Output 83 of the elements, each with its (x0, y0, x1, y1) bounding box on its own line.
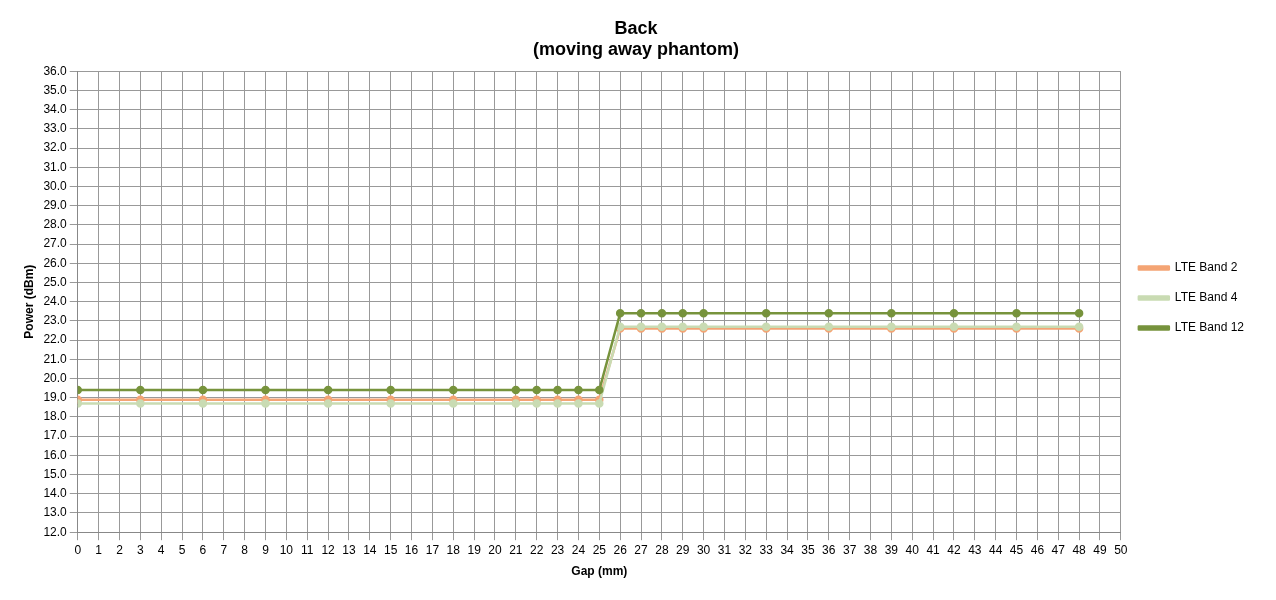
x-tick-label: 50 (1114, 542, 1128, 557)
y-tick-label: 31.0 (43, 159, 68, 174)
y-tick-label: 36.0 (43, 63, 68, 78)
x-tick-label: 20 (488, 542, 502, 557)
x-tick-label: 45 (1009, 542, 1024, 557)
y-tick-label: 19.0 (43, 390, 68, 405)
legend-label: LTE Band 2 (1174, 260, 1238, 275)
x-tick-label: 34 (780, 542, 795, 557)
x-tick-label: 46 (1030, 542, 1045, 557)
y-tick-label: 15.0 (43, 466, 68, 481)
y-tick-label: 12.0 (43, 524, 68, 539)
y-tick-label: 32.0 (43, 140, 68, 155)
x-tick-label: 8 (241, 542, 249, 557)
x-tick-label: 10 (279, 542, 294, 557)
legend-label: LTE Band 4 (1174, 290, 1238, 305)
y-tick-label: 13.0 (43, 505, 68, 520)
x-tick-label: 30 (696, 542, 711, 557)
x-tick-label: 24 (571, 542, 586, 557)
x-tick-label: 1 (95, 542, 103, 557)
x-tick-label: 18 (446, 542, 461, 557)
y-tick-label: 27.0 (43, 236, 68, 251)
x-tick-label: 6 (199, 542, 207, 557)
x-tick-label: 2 (116, 542, 124, 557)
x-tick-label: 25 (592, 542, 607, 557)
x-tick-label: 17 (425, 542, 440, 557)
x-tick-label: 4 (157, 542, 165, 557)
chart-subtitle: (moving away phantom) (532, 39, 740, 60)
x-tick-label: 44 (988, 542, 1003, 557)
x-axis-title: Gap (mm) (571, 564, 628, 579)
x-tick-label: 22 (530, 542, 544, 557)
x-tick-label: 33 (759, 542, 774, 557)
x-tick-label: 39 (884, 542, 899, 557)
x-tick-label: 35 (801, 542, 815, 557)
x-tick-label: 29 (676, 542, 690, 557)
y-tick-label: 23.0 (43, 313, 68, 328)
y-tick-label: 22.0 (43, 332, 68, 347)
x-tick-label: 27 (634, 542, 649, 557)
x-tick-label: 19 (467, 542, 482, 557)
x-tick-label: 9 (262, 542, 270, 557)
x-tick-label: 12 (321, 542, 336, 557)
x-tick-label: 14 (363, 542, 377, 557)
y-tick-label: 16.0 (43, 447, 68, 462)
legend-label: LTE Band 12 (1174, 320, 1245, 335)
x-tick-label: 13 (342, 542, 356, 557)
x-tick-label: 41 (926, 542, 941, 557)
y-tick-label: 35.0 (43, 82, 68, 97)
x-tick-label: 23 (550, 542, 565, 557)
y-tick-label: 21.0 (43, 351, 68, 366)
x-tick-label: 21 (509, 542, 523, 557)
y-tick-label: 30.0 (43, 178, 68, 193)
x-tick-label: 32 (738, 542, 753, 557)
x-tick-label: 3 (137, 542, 144, 557)
y-tick-label: 18.0 (43, 409, 68, 424)
x-tick-label: 42 (947, 542, 961, 557)
y-tick-label: 33.0 (43, 121, 68, 136)
y-tick-label: 24.0 (43, 294, 68, 309)
x-tick-label: 0 (74, 542, 82, 557)
x-tick-label: 15 (384, 542, 398, 557)
x-tick-label: 26 (613, 542, 628, 557)
x-tick-label: 28 (655, 542, 669, 557)
x-tick-label: 36 (822, 542, 836, 557)
y-tick-label: 34.0 (43, 101, 68, 116)
x-tick-label: 11 (301, 542, 314, 557)
y-tick-label: 20.0 (43, 370, 68, 385)
y-tick-label: 17.0 (43, 428, 68, 443)
y-axis-title: Power (dBm) (21, 264, 36, 339)
x-tick-label: 37 (842, 542, 857, 557)
x-tick-label: 38 (863, 542, 878, 557)
y-tick-label: 26.0 (43, 255, 68, 270)
chart-title: Back (614, 17, 659, 38)
y-tick-label: 25.0 (43, 274, 68, 289)
x-tick-label: 43 (968, 542, 982, 557)
y-tick-label: 28.0 (43, 217, 68, 232)
x-tick-label: 7 (220, 542, 228, 557)
x-tick-label: 31 (717, 542, 732, 557)
x-tick-label: 40 (905, 542, 920, 557)
x-tick-label: 16 (404, 542, 419, 557)
x-tick-label: 5 (178, 542, 186, 557)
y-tick-label: 14.0 (43, 486, 68, 501)
y-tick-label: 29.0 (43, 197, 68, 212)
x-tick-label: 48 (1072, 542, 1087, 557)
x-tick-label: 49 (1093, 542, 1107, 557)
x-tick-label: 47 (1051, 542, 1066, 557)
